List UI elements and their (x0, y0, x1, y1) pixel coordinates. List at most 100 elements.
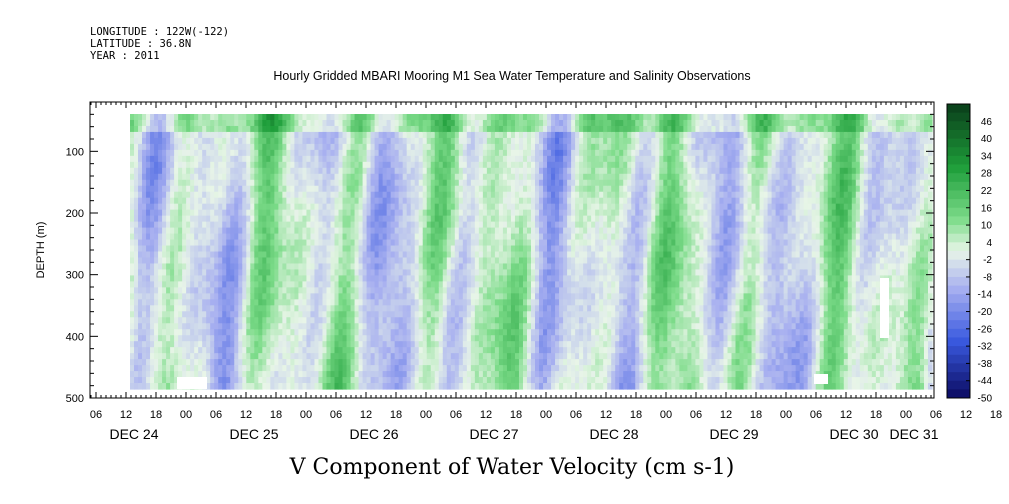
heatmap-cell (146, 114, 151, 121)
heatmap-cell (362, 191, 368, 199)
heatmap-cell (262, 114, 267, 121)
heatmap-cell (514, 185, 520, 193)
heatmap-cell (386, 293, 392, 300)
heatmap-cell (138, 251, 143, 259)
heatmap-cell (142, 287, 147, 294)
heatmap-cell (482, 365, 488, 372)
heatmap-cell (334, 221, 340, 229)
heatmap-cell (314, 215, 320, 223)
heatmap-cell (406, 197, 412, 205)
heatmap-cell (178, 203, 183, 211)
heatmap-cell (551, 335, 556, 342)
heatmap-cell (162, 227, 167, 235)
heatmap-cell (282, 203, 287, 211)
heatmap-cell (474, 209, 480, 217)
heatmap-cell (502, 377, 508, 384)
heatmap-cell (194, 185, 199, 193)
heatmap-cell (162, 161, 167, 169)
heatmap-cell (266, 173, 271, 181)
heatmap-cell (466, 305, 472, 312)
heatmap-cell (166, 185, 171, 193)
heatmap-cell (130, 245, 135, 253)
heatmap-cell (531, 131, 536, 139)
heatmap-cell (258, 209, 263, 217)
heatmap-cell (539, 323, 544, 330)
heatmap-cell (430, 227, 436, 235)
heatmap-cell (486, 323, 492, 330)
heatmap-cell (230, 371, 235, 378)
heatmap-cell (502, 245, 508, 253)
heatmap-cell (258, 287, 263, 294)
heatmap-cell (374, 335, 380, 342)
heatmap-cell (258, 263, 263, 271)
heatmap-cell (238, 173, 243, 181)
heatmap-cell (402, 329, 408, 336)
heatmap-cell (278, 221, 283, 229)
heatmap-cell (462, 114, 468, 121)
heatmap-cell (522, 203, 528, 211)
heatmap-cell (434, 377, 440, 384)
heatmap-cell (234, 173, 239, 181)
heatmap-cell (506, 149, 512, 157)
heatmap-cell (298, 137, 304, 145)
heatmap-cell (386, 281, 392, 288)
heatmap-cell (390, 383, 396, 390)
heatmap-cell (194, 335, 199, 342)
heatmap-cell (382, 119, 388, 127)
heatmap-cell (547, 305, 552, 312)
heatmap-cell (298, 179, 304, 187)
heatmap-cell (434, 299, 440, 306)
heatmap-cell (250, 137, 255, 145)
heatmap-cell (438, 143, 444, 151)
heatmap-cell (555, 287, 560, 294)
heatmap-cell (282, 197, 287, 205)
heatmap-cell (166, 155, 171, 163)
heatmap-cell (462, 155, 468, 163)
heatmap-cell (462, 269, 468, 277)
heatmap-cell (506, 251, 512, 259)
heatmap-cell (422, 215, 428, 223)
heatmap-cell (362, 179, 368, 187)
heatmap-cell (266, 281, 271, 288)
heatmap-cell (290, 275, 296, 282)
heatmap-cell (250, 251, 255, 259)
heatmap-cell (246, 269, 251, 277)
heatmap-cell (250, 371, 255, 378)
heatmap-cell (438, 353, 444, 360)
heatmap-cell (274, 341, 279, 348)
heatmap-cell (474, 293, 480, 300)
heatmap-cell (482, 155, 488, 163)
heatmap-cell (510, 125, 516, 133)
heatmap-cell (442, 323, 448, 330)
heatmap-cell (370, 137, 376, 145)
heatmap-cell (186, 191, 191, 199)
heatmap-cell (130, 359, 135, 366)
heatmap-cell (378, 257, 384, 265)
heatmap-cell (146, 383, 151, 390)
heatmap-cell (446, 131, 452, 139)
heatmap-cell (494, 215, 500, 223)
heatmap-cell (362, 269, 368, 277)
heatmap-cell (246, 221, 251, 229)
heatmap-cell (230, 383, 235, 390)
heatmap-cell (510, 347, 516, 354)
heatmap-cell (218, 203, 223, 211)
heatmap-cell (250, 257, 255, 265)
heatmap-cell (402, 239, 408, 247)
heatmap-cell (466, 137, 472, 145)
heatmap-cell (170, 167, 175, 175)
heatmap-cell (290, 251, 296, 259)
heatmap-cell (518, 185, 524, 193)
heatmap-cell (298, 299, 304, 306)
heatmap-cell (186, 227, 191, 235)
heatmap-cell (418, 281, 424, 288)
heatmap-cell (306, 149, 312, 157)
heatmap-cell (154, 353, 159, 360)
heatmap-cell (559, 251, 564, 259)
heatmap-cell (246, 281, 251, 288)
heatmap-cell (514, 269, 520, 277)
heatmap-cell (322, 203, 328, 211)
heatmap-cell (354, 239, 360, 247)
heatmap-cell (298, 329, 304, 336)
heatmap-cell (194, 149, 199, 157)
